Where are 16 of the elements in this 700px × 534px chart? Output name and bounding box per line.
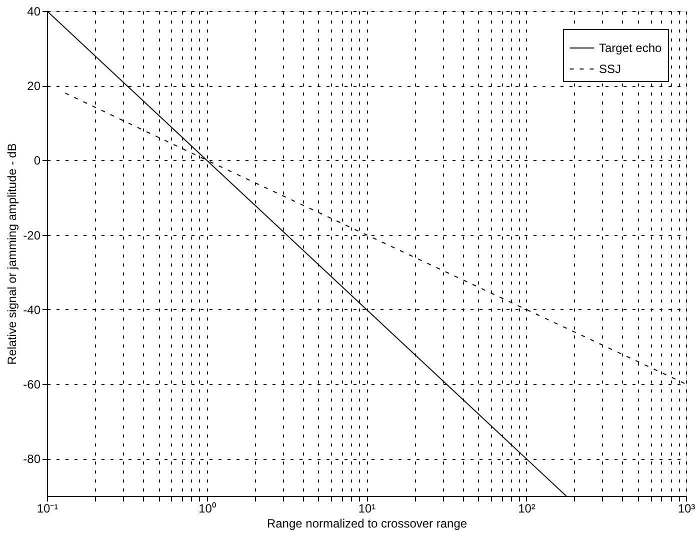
x-tick-label: 10⁰ bbox=[198, 502, 216, 516]
x-tick-label: 10¹ bbox=[358, 502, 376, 516]
legend-label: Target echo bbox=[599, 41, 662, 55]
y-axis-title: Relative signal or jamming amplitude - dB bbox=[5, 143, 20, 365]
legend-label: SSJ bbox=[599, 62, 622, 76]
y-tick-label: 0 bbox=[34, 154, 41, 168]
x-axis-title: Range normalized to crossover range bbox=[266, 516, 468, 530]
y-tick-label: -20 bbox=[23, 228, 41, 242]
y-tick-label: 40 bbox=[27, 4, 41, 18]
y-tick-label: 20 bbox=[27, 79, 41, 94]
y-tick-label: -80 bbox=[23, 452, 41, 466]
x-tick-label: 10² bbox=[518, 502, 536, 516]
y-tick-label: -40 bbox=[23, 302, 41, 317]
x-tick-label: 10⁻¹ bbox=[36, 502, 58, 516]
x-tick-label: 10³ bbox=[678, 502, 696, 516]
y-tick-label: -60 bbox=[23, 378, 41, 392]
